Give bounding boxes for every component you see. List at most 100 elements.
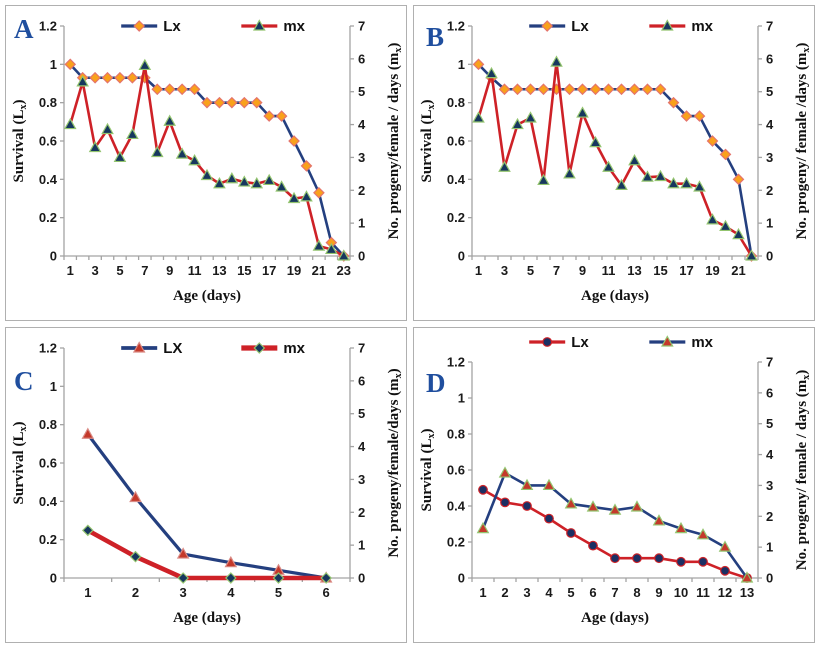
data-point-marker <box>520 478 534 491</box>
data-point-marker <box>275 180 288 192</box>
x-axis-tick-label: 9 <box>655 585 662 600</box>
data-point-marker <box>693 110 706 122</box>
panel-c-chart: 0 0.2 0.4 0.6 0.8 1 1.2 0 1 2 3 4 5 6 7 1 2 3 4 5 6 Age (days… <box>11 340 404 626</box>
x-axis-tick-label: 3 <box>180 585 187 600</box>
x-axis-title: Age (days) <box>173 610 241 626</box>
data-point-marker <box>101 71 114 84</box>
data-point-marker <box>732 173 745 186</box>
data-point-marker <box>114 71 126 84</box>
legend-marker-diamond <box>541 20 554 32</box>
data-point-marker <box>225 172 239 184</box>
series-lx-line <box>482 488 748 580</box>
panel-d: 0 0.2 0.4 0.6 0.8 1 1.2 0 1 2 3 4 5 6 7 1 2 3 4 5 6 7 8 9 10 11 12… <box>413 327 815 643</box>
data-point-marker <box>576 106 589 118</box>
data-point-marker <box>476 521 490 534</box>
x-axis-tick-label: 2 <box>501 585 508 600</box>
data-point-marker <box>522 501 532 511</box>
y-axis-left-tick-label: 0.2 <box>447 535 465 550</box>
data-point-marker <box>250 176 264 189</box>
legend-entry-lx: Lx <box>529 18 589 35</box>
y-axis-left-tick-label: 1 <box>458 57 465 72</box>
x-axis-tick-label: 19 <box>705 263 719 278</box>
series-lx <box>478 484 752 583</box>
data-point-marker <box>693 180 706 192</box>
series-mx <box>472 55 758 261</box>
y-axis-right-tick-label: 7 <box>766 355 773 370</box>
data-point-marker <box>630 500 644 512</box>
x-axis-tick-label: 10 <box>674 585 688 600</box>
legend-label: mx <box>691 18 713 35</box>
x-axis-tick-label: 11 <box>188 263 202 278</box>
legend-label: Lx <box>571 18 589 35</box>
x-axis-tick-label: 7 <box>141 263 148 278</box>
data-point-marker <box>224 572 237 584</box>
data-point-marker <box>175 147 189 159</box>
y-axis-left-tick-label: 1.2 <box>39 341 57 356</box>
data-point-marker <box>667 96 680 109</box>
data-point-marker <box>589 83 602 96</box>
y-axis-right-tick-label: 1 <box>766 540 773 555</box>
y-axis-right-tick-label: 6 <box>358 373 365 388</box>
y-axis-left-tick-label: 0.6 <box>39 134 57 149</box>
series-mx <box>81 524 333 584</box>
panel-letter-a: A <box>14 14 34 44</box>
data-point-marker <box>628 153 641 166</box>
data-point-marker <box>706 135 719 147</box>
x-axis-tick-label: 5 <box>116 263 123 278</box>
y-axis-left-title: Survival (Lx) <box>11 100 29 183</box>
data-point-marker <box>320 572 333 584</box>
legend-label: mx <box>283 340 305 357</box>
y-axis-left-tick-label: 0.8 <box>447 427 465 442</box>
y-axis-right-tick-label: 3 <box>358 150 365 165</box>
data-point-marker <box>485 66 498 79</box>
x-axis-tick-label: 1 <box>479 585 486 600</box>
data-point-marker <box>176 547 190 559</box>
axes <box>468 25 762 260</box>
y-axis-left-tick-label: 0.8 <box>447 95 465 110</box>
data-point-marker <box>325 242 338 255</box>
data-point-marker <box>511 83 524 96</box>
y-axis-right-tick-label: 2 <box>766 509 773 524</box>
x-axis-tick-label: 12 <box>718 585 732 600</box>
legend-marker-triangle <box>660 335 674 347</box>
data-point-marker <box>615 178 628 190</box>
data-point-marker <box>272 572 285 584</box>
y-axis-left-tick-label: 1.2 <box>39 19 57 34</box>
data-point-marker <box>263 110 276 122</box>
data-point-marker <box>126 127 139 140</box>
x-axis-tick-label: 8 <box>633 585 640 600</box>
y-axis-left-title: Survival (Lx) <box>11 422 29 505</box>
y-axis-left-tick-label: 0.8 <box>39 417 57 432</box>
x-axis-tick-label: 23 <box>337 263 351 278</box>
y-axis-right-tick-label: 1 <box>766 216 773 231</box>
data-point-marker <box>720 565 730 576</box>
series-lx-line <box>477 63 753 257</box>
data-point-marker <box>201 96 213 109</box>
x-axis-tick-label: 7 <box>553 263 560 278</box>
legend-marker-diamond <box>253 342 266 354</box>
data-point-marker <box>588 540 598 551</box>
data-point-marker <box>563 83 576 96</box>
panel-letter-b: B <box>426 22 444 52</box>
data-point-marker <box>652 514 666 526</box>
x-axis-tick-label: 1 <box>67 263 74 278</box>
x-axis-tick-label: 21 <box>731 263 745 278</box>
legend-entry-mx: mx <box>241 18 306 35</box>
y-axis-left-tick-label: 0.6 <box>39 456 57 471</box>
legend-label: LX <box>163 340 182 357</box>
data-point-marker <box>641 83 654 96</box>
y-axis-left-tick-label: 0.4 <box>39 172 58 187</box>
data-point-marker <box>224 555 238 568</box>
data-point-marker <box>608 503 622 515</box>
x-axis-tick-label: 13 <box>212 263 226 278</box>
data-point-marker <box>287 191 301 204</box>
data-point-marker <box>524 111 537 123</box>
x-axis-tick-label: 1 <box>475 263 482 278</box>
data-point-marker <box>524 83 537 96</box>
data-point-marker <box>654 169 667 182</box>
y-axis-right-tick-label: 5 <box>358 84 365 99</box>
axes <box>60 347 354 582</box>
